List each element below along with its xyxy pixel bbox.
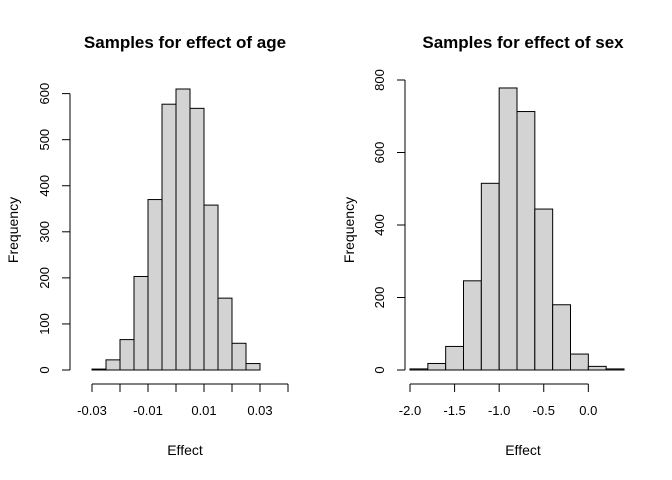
histogram-bar bbox=[217, 297, 233, 371]
histogram-bar bbox=[245, 363, 261, 371]
x-tick-label: 0.01 bbox=[191, 403, 216, 418]
histogram-bar bbox=[409, 368, 429, 371]
bars bbox=[409, 87, 625, 371]
y-tick-label: 200 bbox=[37, 267, 52, 289]
histogram-bar bbox=[587, 365, 607, 371]
histogram-bar bbox=[91, 368, 107, 371]
y-tick-label: 600 bbox=[37, 83, 52, 105]
x-axis-label: Effect bbox=[167, 442, 203, 458]
chart-title: Samples for effect of age bbox=[84, 33, 286, 52]
x-axis: -0.03 -0.01 0.01 0.03 bbox=[77, 383, 289, 418]
histogram-bar bbox=[189, 107, 205, 371]
x-axis-label: Effect bbox=[505, 442, 541, 458]
y-tick-label: 0 bbox=[372, 366, 387, 373]
histogram-bar bbox=[498, 87, 518, 371]
y-tick-label: 300 bbox=[37, 221, 52, 243]
y-tick-label: 100 bbox=[37, 313, 52, 335]
histogram-bar bbox=[570, 353, 589, 371]
histogram-bar bbox=[119, 339, 135, 371]
y-tick-label: 800 bbox=[372, 69, 387, 91]
y-axis: 0 100 200 300 400 500 600 bbox=[37, 83, 71, 374]
histogram-bar bbox=[445, 345, 464, 371]
x-tick-label: -1.0 bbox=[488, 403, 510, 418]
histogram-bar bbox=[534, 208, 554, 371]
histogram-bar bbox=[552, 304, 572, 371]
bars bbox=[91, 88, 261, 371]
x-axis: -2.0 -1.5 -1.0 -0.5 0.0 bbox=[399, 383, 597, 418]
histogram-bar bbox=[480, 182, 500, 371]
x-tick-label: -0.03 bbox=[77, 403, 107, 418]
histogram-bar bbox=[427, 362, 447, 371]
chart-title: Samples for effect of sex bbox=[422, 33, 624, 52]
y-tick-label: 600 bbox=[372, 142, 387, 164]
y-axis-label: Frequency bbox=[5, 197, 21, 263]
histogram-sex-panel: Samples for effect of sex Effect Frequen… bbox=[341, 33, 625, 458]
y-tick-label: 400 bbox=[372, 214, 387, 236]
histogram-bar bbox=[516, 111, 536, 371]
histogram-bar bbox=[203, 204, 219, 371]
x-tick-label: -1.5 bbox=[443, 403, 465, 418]
y-tick-label: 200 bbox=[372, 287, 387, 309]
x-tick-label: 0.0 bbox=[579, 403, 597, 418]
histogram-bar bbox=[231, 342, 247, 371]
histogram-bar bbox=[105, 359, 121, 371]
x-tick-label: -0.01 bbox=[133, 403, 163, 418]
histogram-bar bbox=[147, 199, 163, 371]
histogram-bar bbox=[133, 275, 149, 371]
x-tick-label: 0.03 bbox=[247, 403, 272, 418]
histogram-bar bbox=[463, 280, 482, 371]
x-tick-label: -0.5 bbox=[533, 403, 555, 418]
x-tick-label: -2.0 bbox=[399, 403, 421, 418]
histogram-age-panel: Samples for effect of age Effect Frequen… bbox=[5, 33, 289, 458]
y-axis-label: Frequency bbox=[341, 197, 357, 263]
y-tick-label: 500 bbox=[37, 129, 52, 151]
y-axis: 0 200 400 600 800 bbox=[372, 69, 406, 374]
y-tick-label: 0 bbox=[37, 366, 52, 373]
y-tick-label: 400 bbox=[37, 175, 52, 197]
histogram-bar bbox=[605, 368, 625, 371]
histogram-bar bbox=[161, 103, 177, 371]
histogram-bar bbox=[175, 88, 191, 371]
